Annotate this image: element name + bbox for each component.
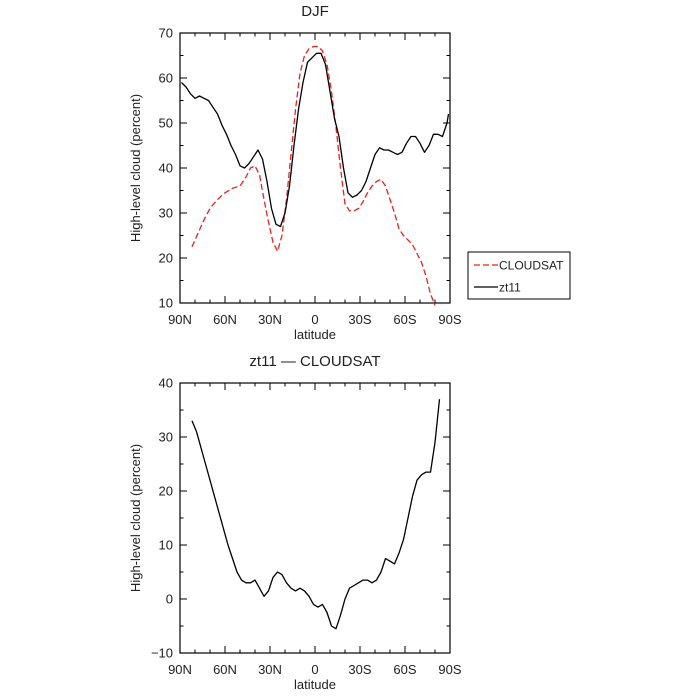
x-tick-label: 90S xyxy=(438,312,461,327)
y-tick-label: −10 xyxy=(151,646,173,661)
x-axis-label: latitude xyxy=(294,327,336,342)
x-tick-label: 30N xyxy=(258,312,282,327)
y-tick-label: 50 xyxy=(159,116,173,131)
y-axis-label: High-level cloud (percent) xyxy=(128,94,143,242)
y-tick-label: 20 xyxy=(159,484,173,499)
panel-difference: zt11 — CLOUDSAT 90N 60N 30N 0 30S 60S 90S −10 0 10… xyxy=(128,353,462,692)
plot-frame xyxy=(179,32,451,304)
y-tick-label: 30 xyxy=(159,430,173,445)
y-tick-label: 20 xyxy=(159,251,173,266)
x-tick-label: 90S xyxy=(438,662,461,677)
series-line-cloudsat xyxy=(191,45,436,306)
legend-box xyxy=(467,251,571,300)
chart-title: DJF xyxy=(301,3,329,20)
x-tick-label: 30S xyxy=(348,312,371,327)
x-tick-label: 30N xyxy=(258,662,282,677)
x-axis-label: latitude xyxy=(294,677,336,692)
x-tick-label: 60N xyxy=(213,312,237,327)
y-tick-label: 0 xyxy=(166,592,173,607)
x-tick-label: 30S xyxy=(348,662,371,677)
y-tick-label: 70 xyxy=(159,26,173,41)
legend-label: zt11 xyxy=(499,281,521,295)
y-axis-label: High-level cloud (percent) xyxy=(128,444,143,592)
y-tick-label: 10 xyxy=(159,296,173,311)
legend-label: CLOUDSAT xyxy=(499,259,564,273)
x-tick-label: 90N xyxy=(168,312,192,327)
x-tick-label: 60N xyxy=(213,662,237,677)
y-tick-label: 30 xyxy=(159,206,173,221)
y-tick-label: 40 xyxy=(159,161,173,176)
x-tick-label: 90N xyxy=(168,662,192,677)
x-tick-label: 0 xyxy=(311,662,318,677)
y-tick-label: 60 xyxy=(159,71,173,86)
panel-djf: DJF 90N 60N 30N 0 30S 60S 90S 10 20 30 40 50 60 70 lati… xyxy=(128,3,571,342)
y-tick-label: 40 xyxy=(159,376,173,391)
chart-title: zt11 — CLOUDSAT xyxy=(249,353,380,370)
series-line-zt11 xyxy=(181,52,450,228)
x-tick-label: 0 xyxy=(311,312,318,327)
series-line-difference xyxy=(191,399,441,630)
x-tick-label: 60S xyxy=(393,662,416,677)
y-tick-label: 10 xyxy=(159,538,173,553)
x-tick-label: 60S xyxy=(393,312,416,327)
